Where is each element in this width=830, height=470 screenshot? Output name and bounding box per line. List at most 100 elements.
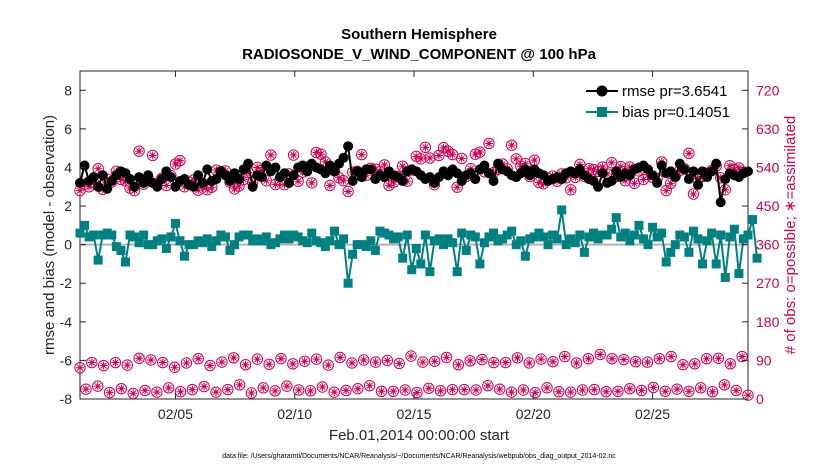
bias-point [298, 236, 308, 246]
bias-point [511, 240, 521, 250]
obs-low-marker [162, 382, 175, 394]
bias-point [688, 226, 698, 236]
obs-possible-marker-star [625, 163, 634, 172]
obs-low-marker-star [383, 356, 392, 365]
bias-point [429, 236, 439, 246]
obs-low-marker-star [158, 358, 167, 367]
obs-low-marker [198, 380, 210, 393]
obs-low-marker-star [584, 354, 593, 363]
obs-possible-marker-star [530, 156, 539, 165]
obs-low-marker-circle [494, 383, 506, 395]
obs-possible-marker-star [135, 147, 144, 156]
obs-low-marker-star [401, 385, 410, 394]
bias-point [743, 230, 753, 240]
obs-low-marker-star [294, 385, 303, 394]
obs-low-marker-circle [428, 355, 441, 367]
rmse-point [75, 177, 85, 188]
obs-low-marker [180, 357, 193, 369]
obs-low-marker-circle [239, 358, 252, 371]
obs-low-marker-circle [198, 380, 210, 393]
obs-low-marker [358, 354, 370, 366]
obs-possible-marker-star [734, 163, 743, 172]
bias-point [557, 205, 567, 215]
obs-low-marker-circle [287, 358, 299, 370]
rmse-point [197, 177, 208, 188]
bias-point [84, 232, 94, 242]
bias-point [629, 230, 639, 240]
obs-possible-marker-star [339, 176, 348, 185]
obs-low-marker-star [81, 385, 90, 394]
obs-possible-marker [419, 141, 432, 154]
rmse-point [688, 166, 699, 177]
obs-possible-marker-star [244, 168, 253, 177]
data-file-footer: data file: /Users/gharamti/Documents/NCA… [222, 453, 616, 460]
obs-low-marker-star [424, 384, 433, 393]
obs-low-marker-circle [334, 351, 346, 364]
obs-possible-marker-star [307, 178, 316, 187]
bias-point [343, 278, 353, 288]
obs-low-marker-star [259, 383, 268, 392]
obs-low-marker-star [678, 360, 687, 369]
obs-possible-marker-star [512, 154, 521, 163]
bias-point [434, 234, 444, 244]
bias-point [711, 259, 721, 269]
y2-tick-label: 450 [756, 198, 780, 214]
obs-possible-marker-star [584, 164, 593, 173]
obs-low-marker-star [223, 385, 232, 394]
obs-low-marker-star [590, 385, 599, 394]
obs-low-marker [476, 353, 488, 366]
rmse-point [606, 175, 617, 186]
obs-low-marker-circle [192, 352, 204, 365]
obs-low-marker-circle [275, 352, 287, 365]
axes-group: -8 -6 -4 -2 0 2 4 6 8 0 90 180 270 360 450 540 630 720 02/… [60, 71, 780, 422]
obs-possible-marker-star [684, 149, 693, 158]
obs-low-marker-star [483, 381, 492, 390]
obs-low-marker [529, 386, 541, 399]
obs-low-marker-circle [576, 384, 589, 396]
obs-low-marker-circle [730, 384, 742, 397]
obs-possible-marker-star [689, 190, 698, 199]
bias-point [439, 240, 449, 250]
legend-rmse-marker [596, 85, 608, 97]
bias-point [725, 232, 735, 242]
obs-low-marker [92, 380, 104, 392]
obs-possible-marker-star [521, 159, 530, 168]
rmse-point [234, 174, 245, 185]
obs-low-marker [718, 379, 731, 391]
obs-low-marker-star [436, 386, 445, 395]
obs-low-marker-circle [74, 362, 86, 374]
obs-possible-marker [474, 146, 486, 158]
rmse-point [483, 168, 494, 179]
obs-low-marker [227, 352, 240, 364]
obs-low-marker-circle [381, 354, 394, 367]
rmse-point [138, 177, 149, 188]
obs-low-marker [659, 385, 671, 397]
bias-point [520, 251, 530, 261]
obs-possible-marker-star [380, 160, 389, 169]
bias-point [243, 230, 253, 240]
obs-low-marker-star [188, 385, 197, 394]
obs-low-marker-star [708, 387, 717, 396]
obs-low-marker-star [318, 382, 327, 391]
obs-low-marker-circle [588, 383, 601, 396]
rmse-point [152, 181, 163, 192]
obs-possible-marker-circle [147, 149, 159, 162]
obs-low-marker-star [176, 387, 185, 396]
obs-low-marker-circle [570, 357, 583, 369]
bias-point [279, 230, 289, 240]
obs-low-marker-circle [157, 356, 169, 369]
obs-possible-marker-star [434, 151, 443, 160]
obs-low-marker-star [472, 385, 481, 394]
bias-point [111, 242, 121, 252]
obs-possible-marker [147, 149, 159, 162]
y-axis-label: rmse and bias (model - observation) [41, 115, 58, 355]
bias-point [189, 240, 199, 250]
rmse-point [693, 179, 704, 190]
bias-point [379, 228, 389, 238]
obs-low-marker-star [395, 359, 404, 368]
bias-point [575, 230, 585, 240]
bias-point [234, 232, 244, 242]
obs-low-marker [588, 383, 601, 396]
obs-low-marker-star [407, 352, 416, 361]
y-tick-label: -6 [60, 352, 73, 368]
